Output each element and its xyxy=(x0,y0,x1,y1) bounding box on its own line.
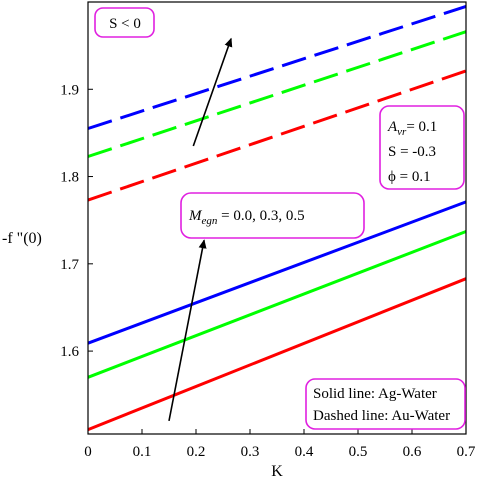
series-line-solid-1 xyxy=(87,277,467,431)
x-tick-label: 0.6 xyxy=(403,444,422,460)
param-line-1: = 0.1 xyxy=(406,119,437,135)
x-tick-label: 0.1 xyxy=(133,444,152,460)
sign-annotation: S < 0 xyxy=(94,7,155,38)
trend-arrow-2 xyxy=(192,37,233,147)
x-tick-label: 0.3 xyxy=(241,444,260,460)
megn-symbol: M xyxy=(188,208,203,224)
plot-frame xyxy=(87,1,467,435)
megn-annotation: Megn = 0.0, 0.3, 0.5 xyxy=(180,192,365,239)
param-line-3: ϕ = 0.1 xyxy=(388,169,431,185)
x-axis-title: K xyxy=(271,463,283,480)
line-style-legend: Solid line: Ag-Water Dashed line: Au-Wat… xyxy=(305,378,466,430)
arrow-layer xyxy=(168,37,233,422)
x-tick-label: 0.5 xyxy=(349,444,368,460)
series-layer xyxy=(87,4,467,431)
param-line-2: S = -0.3 xyxy=(388,144,436,160)
svg-text:Avr= 0.1: Avr= 0.1 xyxy=(387,119,437,138)
legend-dashed: Dashed line: Au-Water xyxy=(313,408,450,424)
param-symbol: A xyxy=(387,119,398,135)
param-subscript: vr xyxy=(397,126,407,138)
svg-text:Megn = 0.0, 0.3, 0.5: Megn = 0.0, 0.3, 0.5 xyxy=(188,208,305,227)
y-axis-title: -f "(0) xyxy=(2,230,42,247)
y-tick-label: 1.9 xyxy=(60,82,79,98)
y-tick-label: 1.8 xyxy=(60,170,79,186)
y-ticks: 1.6 1.7 1.8 1.9 xyxy=(60,82,93,360)
y-tick-label: 1.6 xyxy=(60,344,79,360)
x-ticks: 0 0.1 0.2 0.3 0.4 0.5 0.6 0.7 xyxy=(84,429,476,460)
y-tick-label: 1.7 xyxy=(60,257,79,273)
megn-subscript: egn xyxy=(202,215,218,227)
x-tick-label: 0.4 xyxy=(295,444,314,460)
megn-values: = 0.0, 0.3, 0.5 xyxy=(217,208,304,224)
x-tick-label: 0.7 xyxy=(457,444,476,460)
legend-solid: Solid line: Ag-Water xyxy=(313,386,437,402)
series-line-solid-3 xyxy=(87,200,467,345)
trend-arrow-1 xyxy=(168,239,207,422)
x-tick-label: 0.2 xyxy=(187,444,206,460)
x-tick-label: 0 xyxy=(84,444,92,460)
parameter-annotation: Avr= 0.1 S = -0.3 ϕ = 0.1 xyxy=(379,105,465,190)
svg-text:S < 0: S < 0 xyxy=(109,16,141,32)
series-line-solid-2 xyxy=(87,230,467,379)
